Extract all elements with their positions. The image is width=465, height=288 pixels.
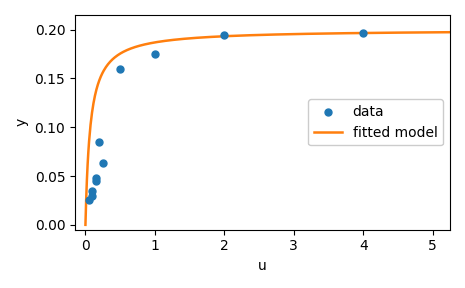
Line: fitted model: fitted model [86,32,450,225]
data [99,161,106,166]
fitted model [438,31,444,34]
fitted model [280,33,286,36]
fitted model [258,33,264,37]
data [92,176,100,180]
data [116,66,124,71]
data [89,188,96,193]
fitted model [299,32,305,36]
fitted model [381,31,387,35]
data [151,52,159,56]
data [359,30,367,35]
Legend: data, fitted model: data, fitted model [308,99,443,145]
fitted model [83,223,88,227]
X-axis label: u: u [258,259,267,273]
fitted model [256,33,261,37]
Y-axis label: y: y [15,118,29,126]
data [92,179,100,183]
fitted model [447,31,453,34]
data [96,140,103,144]
data [220,32,228,37]
data [85,198,93,203]
data [89,193,96,198]
